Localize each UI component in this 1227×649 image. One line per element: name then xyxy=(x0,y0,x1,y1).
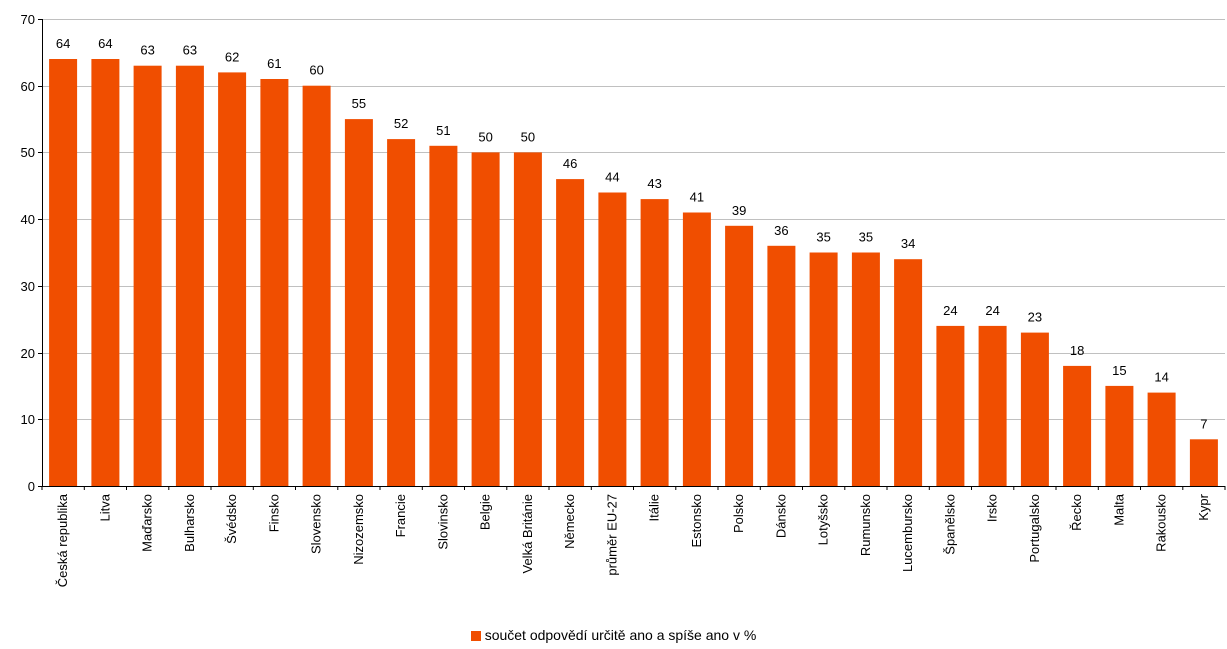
data-label: 24 xyxy=(943,303,957,318)
y-tick-label: 40 xyxy=(21,212,35,227)
data-label: 50 xyxy=(521,129,535,144)
bar xyxy=(429,145,458,487)
data-label: 44 xyxy=(605,170,619,185)
data-label: 64 xyxy=(56,36,70,51)
data-label: 35 xyxy=(816,230,830,245)
y-tick-label: 60 xyxy=(21,79,35,94)
data-label: 41 xyxy=(690,190,704,205)
y-tick-label: 0 xyxy=(28,479,35,494)
x-tick-label: Malta xyxy=(1111,493,1126,526)
bar xyxy=(1020,332,1049,486)
bar xyxy=(1147,392,1176,486)
data-label: 39 xyxy=(732,203,746,218)
bar xyxy=(175,65,204,486)
x-tick-label: Francie xyxy=(393,494,408,537)
x-tick-label: Lotyšsko xyxy=(816,494,831,545)
data-label: 50 xyxy=(478,129,492,144)
data-label: 46 xyxy=(563,156,577,171)
x-tick-label: Lucembursko xyxy=(900,494,915,572)
legend-label: součet odpovědí určitě ano a spíše ano v… xyxy=(484,627,757,643)
data-label: 55 xyxy=(352,96,366,111)
data-label: 64 xyxy=(98,36,112,51)
legend: součet odpovědí určitě ano a spíše ano v… xyxy=(0,627,1227,643)
data-label: 24 xyxy=(985,303,999,318)
bar xyxy=(767,245,796,486)
x-tick-label: Dánsko xyxy=(773,494,788,538)
data-label: 23 xyxy=(1028,310,1042,325)
bar xyxy=(1189,439,1218,486)
data-label: 61 xyxy=(267,56,281,71)
x-tick-label: Španělsko xyxy=(942,494,957,555)
x-tick-label: průměr EU-27 xyxy=(604,494,619,576)
data-label: 36 xyxy=(774,223,788,238)
bar xyxy=(91,59,120,486)
bar xyxy=(471,152,500,486)
y-tick-label: 10 xyxy=(21,412,35,427)
y-tick-label: 30 xyxy=(21,279,35,294)
bar xyxy=(682,212,711,486)
x-tick-label: Řecko xyxy=(1069,494,1084,531)
x-tick-label: Polsko xyxy=(731,494,746,533)
x-tick-label: Litva xyxy=(97,493,112,521)
bar-chart: 0 10 20 30 40 50 60 70 64 Česká republika 64 Litva 6… xyxy=(21,12,1226,587)
x-tick-label: Rumunsko xyxy=(858,494,873,556)
data-label: 35 xyxy=(859,230,873,245)
bar xyxy=(387,139,416,486)
x-tick-label: Kypr xyxy=(1196,493,1211,520)
bar xyxy=(513,152,542,486)
data-label: 62 xyxy=(225,49,239,64)
x-tick-label: Česká republika xyxy=(55,493,70,587)
bar xyxy=(133,65,162,486)
x-tick-label: Bulharsko xyxy=(182,494,197,552)
x-tick-label: Belgie xyxy=(478,494,493,530)
x-tick-label: Estonsko xyxy=(689,494,704,547)
x-tick-label: Irsko xyxy=(985,494,1000,522)
x-tick-label: Slovensko xyxy=(309,494,324,554)
bar xyxy=(260,79,289,486)
data-label: 15 xyxy=(1112,363,1126,378)
data-label: 63 xyxy=(183,43,197,58)
bar xyxy=(556,179,585,486)
y-tick-label: 50 xyxy=(21,145,35,160)
bar xyxy=(1105,385,1134,486)
y-tick-label: 20 xyxy=(21,346,35,361)
data-label: 51 xyxy=(436,123,450,138)
data-label: 43 xyxy=(647,176,661,191)
bar xyxy=(725,225,754,487)
x-tick-label: Itálie xyxy=(647,494,662,521)
bar xyxy=(978,325,1007,486)
data-label: 63 xyxy=(140,43,154,58)
bar xyxy=(218,72,247,487)
y-tick-label: 70 xyxy=(21,12,35,27)
x-tick-label: Finsko xyxy=(266,494,281,532)
data-label: 60 xyxy=(309,63,323,78)
legend-swatch xyxy=(470,631,481,641)
x-tick-label: Švédsko xyxy=(224,494,239,544)
x-tick-label: Portugalsko xyxy=(1027,494,1042,563)
x-tick-label: Maďarsko xyxy=(140,494,155,552)
data-label: 7 xyxy=(1200,416,1207,431)
bar xyxy=(640,199,669,486)
bar xyxy=(302,85,331,486)
bar xyxy=(851,252,880,486)
x-tick-label: Rakousko xyxy=(1154,494,1169,552)
data-label: 52 xyxy=(394,116,408,131)
data-label: 34 xyxy=(901,236,915,251)
bar xyxy=(894,259,923,486)
bar xyxy=(49,59,78,486)
bar xyxy=(1063,365,1092,486)
data-label: 18 xyxy=(1070,343,1084,358)
bar xyxy=(598,192,627,486)
data-label: 14 xyxy=(1154,370,1168,385)
x-tick-label: Nizozemsko xyxy=(351,494,366,565)
x-tick-label: Slovinsko xyxy=(435,494,450,550)
x-tick-label: Velká Británie xyxy=(520,494,535,574)
x-tick-label: Německo xyxy=(562,494,577,549)
bar xyxy=(809,252,838,486)
bar xyxy=(344,119,373,486)
bar xyxy=(936,325,965,486)
